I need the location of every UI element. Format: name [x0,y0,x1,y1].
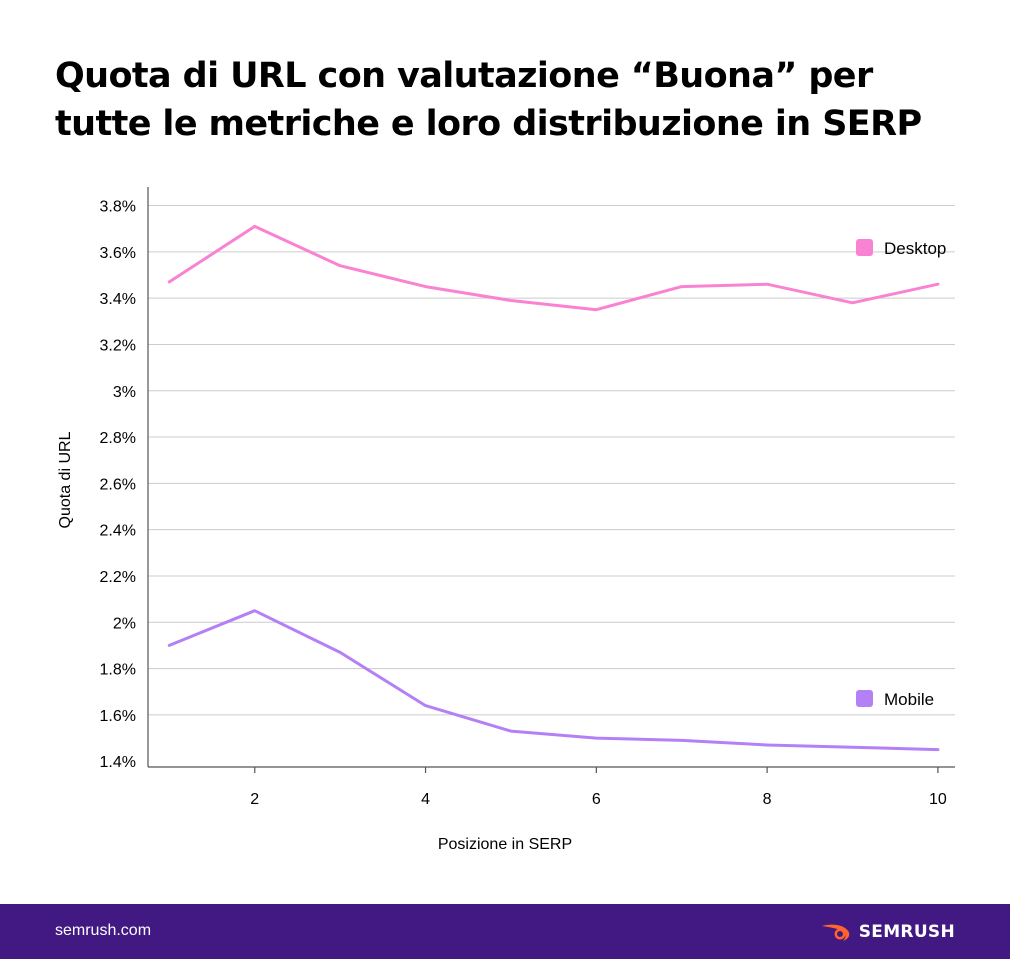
y-tick-label: 3.6% [100,245,136,262]
x-tick-label: 4 [421,791,430,808]
x-tick-label: 6 [592,791,601,808]
legend-desktop: Desktop [856,239,946,258]
legend-desktop-label: Desktop [884,239,946,258]
footer-site-link[interactable]: semrush.com [55,922,152,939]
series-lines [167,224,940,752]
y-tick-label: 2.2% [100,569,136,586]
footer-bar: semrush.com SEMRUSH [0,904,1010,959]
semrush-logo: SEMRUSH [821,920,955,944]
mobile-series-line [167,609,940,752]
y-tick-label: 3% [113,384,136,401]
line-chart: 1.4% 1.6% 1.8% 2% 2.2% 2.4% 2.6% 2.8% 3% 3.2% 3.4%… [57,187,955,853]
y-tick-label: 3.4% [100,291,136,308]
x-axis-label: Posizione in SERP [438,836,572,853]
legend-mobile-swatch [856,690,873,707]
y-tick-label: 2.6% [100,476,136,493]
y-tick-label: 2% [113,615,136,632]
x-tick-label: 8 [763,791,772,808]
semrush-logo-text: SEMRUSH [858,922,955,942]
x-tick-label: 10 [929,791,947,808]
gridlines [148,205,955,716]
y-tick-label: 3.2% [100,337,136,354]
legend-desktop-swatch [856,239,873,256]
y-tick-label: 3.8% [100,199,136,216]
y-tick-label: 2.8% [100,430,136,447]
chart-title: Quota di URL con valutazione “Buona” per… [55,56,922,144]
legend-mobile: Mobile [856,690,934,709]
legend-mobile-label: Mobile [884,690,934,709]
y-tick-label: 1.4% [100,754,136,771]
y-tick-label: 1.6% [100,708,136,725]
y-tick-label: 2.4% [100,523,136,540]
y-tick-label: 1.8% [100,662,136,679]
y-tick-labels: 1.4% 1.6% 1.8% 2% 2.2% 2.4% 2.6% 2.8% 3% 3.2% 3.4%… [100,199,136,772]
semrush-flame-icon [821,924,850,941]
x-tick-label: 2 [250,791,259,808]
x-tick-labels: 2 4 6 8 10 [250,767,947,808]
axes [147,187,955,768]
y-axis-label: Quota di URL [57,431,74,528]
desktop-series-line [167,224,940,312]
